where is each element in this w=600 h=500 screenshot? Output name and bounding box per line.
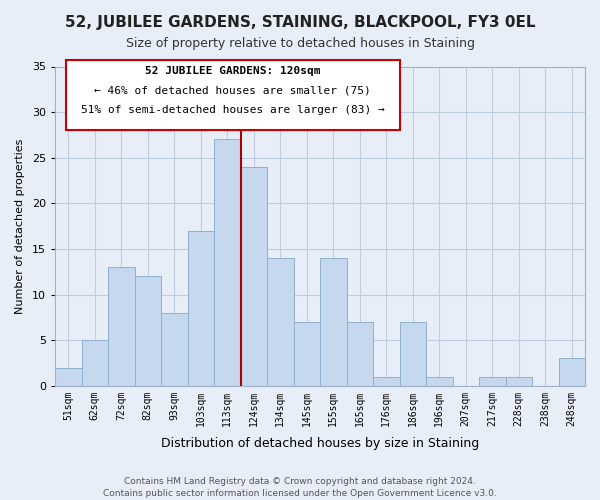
Bar — [400, 322, 426, 386]
Bar — [188, 230, 214, 386]
Bar — [267, 258, 293, 386]
Bar — [214, 140, 241, 386]
X-axis label: Distribution of detached houses by size in Staining: Distribution of detached houses by size … — [161, 437, 479, 450]
Text: 52 JUBILEE GARDENS: 120sqm: 52 JUBILEE GARDENS: 120sqm — [145, 66, 320, 76]
FancyBboxPatch shape — [65, 60, 400, 130]
Bar — [108, 267, 134, 386]
Bar — [293, 322, 320, 386]
Bar — [320, 258, 347, 386]
Y-axis label: Number of detached properties: Number of detached properties — [15, 138, 25, 314]
Bar — [241, 167, 267, 386]
Bar — [55, 368, 82, 386]
Text: ← 46% of detached houses are smaller (75): ← 46% of detached houses are smaller (75… — [94, 86, 371, 96]
Bar — [82, 340, 108, 386]
Bar — [373, 376, 400, 386]
Text: Size of property relative to detached houses in Staining: Size of property relative to detached ho… — [125, 38, 475, 51]
Bar — [134, 276, 161, 386]
Bar — [479, 376, 506, 386]
Bar — [559, 358, 585, 386]
Bar — [506, 376, 532, 386]
Text: Contains HM Land Registry data © Crown copyright and database right 2024.: Contains HM Land Registry data © Crown c… — [124, 477, 476, 486]
Text: 51% of semi-detached houses are larger (83) →: 51% of semi-detached houses are larger (… — [81, 105, 385, 115]
Bar — [426, 376, 452, 386]
Text: 52, JUBILEE GARDENS, STAINING, BLACKPOOL, FY3 0EL: 52, JUBILEE GARDENS, STAINING, BLACKPOOL… — [65, 15, 535, 30]
Bar — [161, 313, 188, 386]
Text: Contains public sector information licensed under the Open Government Licence v3: Contains public sector information licen… — [103, 488, 497, 498]
Bar — [347, 322, 373, 386]
